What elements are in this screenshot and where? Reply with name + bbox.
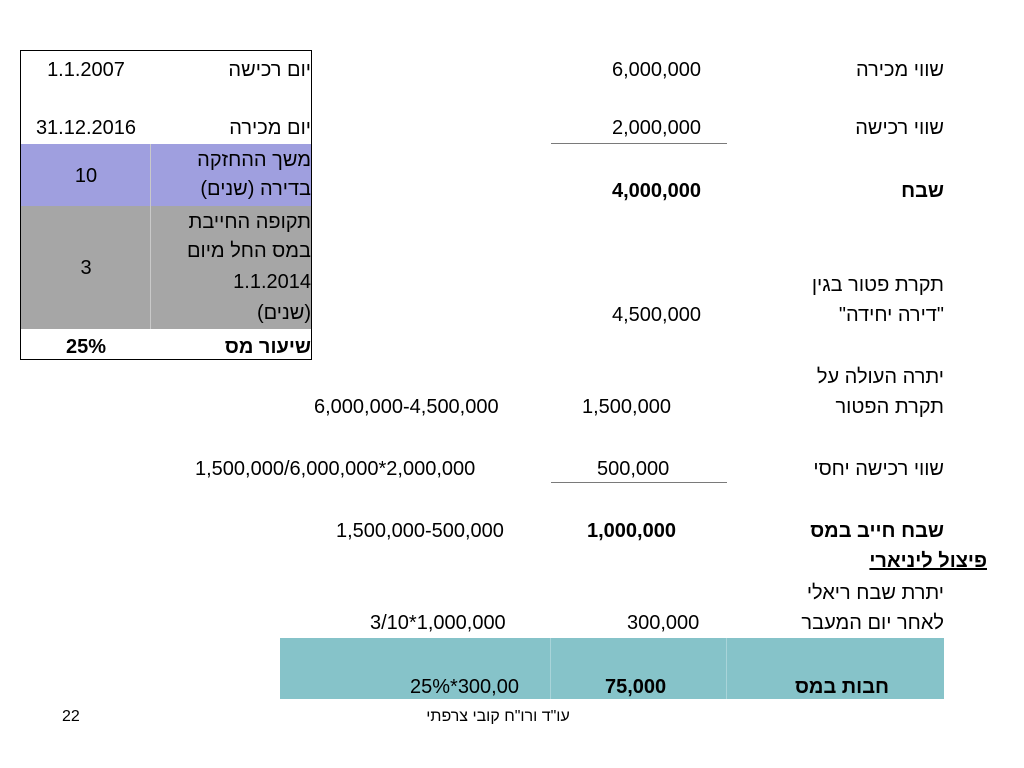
real-gain-formula: 3/10*1,000,000 <box>370 612 506 634</box>
taxable-period-band <box>21 206 311 329</box>
tax-due-formula: 25%*300,00 <box>410 676 519 698</box>
holding-period-band <box>21 144 311 206</box>
excess-amount: 1,500,000 <box>582 396 671 418</box>
excess-label-line2: תקרת הפטור <box>835 396 945 418</box>
relative-purchase-formula: 1,500,000/6,000,000*2,000,000 <box>195 458 476 480</box>
purchase-value-amount: 2,000,000 <box>612 117 701 139</box>
real-gain-label-line1: יתרת שבח ריאלי <box>806 582 944 604</box>
taxable-gain-label: שבח חייב במס <box>810 520 944 542</box>
tax-rate-label: שיעור מס <box>224 336 311 358</box>
purchase-value-label: שווי רכישה <box>855 117 944 139</box>
holding-period-label-line1: משך ההחזקה <box>197 149 311 171</box>
gain-label: שבח <box>901 180 944 202</box>
sale-date-value: 31.12.2016 <box>35 117 137 139</box>
taxable-period-label-line1: תקופה החייבת <box>188 211 311 233</box>
holding-info-table: יום רכישה 1.1.2007 יום מכירה 31.12.2016 … <box>20 50 312 360</box>
purchase-date-label: יום רכישה <box>228 59 311 81</box>
table-column-divider <box>150 144 151 329</box>
tax-rate-value: 25% <box>65 336 107 358</box>
relative-purchase-label: שווי רכישה יחסי <box>813 458 944 480</box>
subtotal-line <box>551 143 727 144</box>
real-gain-amount: 300,000 <box>627 612 700 634</box>
taxable-period-label-line4: (שנים) <box>256 302 311 324</box>
real-gain-label-line2: לאחר יום המעבר <box>801 612 944 634</box>
linear-split-heading: פיצול ליניארי <box>869 550 987 572</box>
tax-due-label: חבות במס <box>794 676 889 698</box>
exemption-label-line2: "דירה יחידה" <box>838 304 944 326</box>
tax-due-divider-2 <box>726 638 727 699</box>
taxable-gain-formula: 1,500,000-500,000 <box>336 520 504 542</box>
taxable-period-label-line2: במס החל מיום <box>186 240 311 262</box>
exemption-amount: 4,500,000 <box>612 304 701 326</box>
taxable-period-label-line3: 1.1.2014 <box>233 271 311 293</box>
holding-period-label-line2: בדירה (שנים) <box>200 178 311 200</box>
footer-author: עו"ד ורו"ח קובי צרפתי <box>426 708 570 725</box>
taxable-gain-amount: 1,000,000 <box>587 520 676 542</box>
tax-due-divider-1 <box>550 638 551 699</box>
holding-period-value: 10 <box>74 165 98 187</box>
exemption-label-line1: תקרת פטור בגין <box>811 274 944 296</box>
sale-value-amount: 6,000,000 <box>612 59 701 81</box>
taxable-period-value: 3 <box>80 257 92 279</box>
excess-label-line1: יתרה העולה על <box>816 366 944 388</box>
tax-due-band <box>280 638 944 699</box>
excess-formula: 6,000,000-4,500,000 <box>314 396 499 418</box>
sale-value-label: שווי מכירה <box>856 59 944 81</box>
page-number: 22 <box>62 708 80 725</box>
subtotal-line-2 <box>551 482 727 483</box>
tax-due-amount: 75,000 <box>605 676 667 698</box>
purchase-date-value: 1.1.2007 <box>47 59 125 81</box>
gain-amount: 4,000,000 <box>612 180 701 202</box>
relative-purchase-amount: 500,000 <box>597 458 670 480</box>
sale-date-label: יום מכירה <box>229 117 311 139</box>
